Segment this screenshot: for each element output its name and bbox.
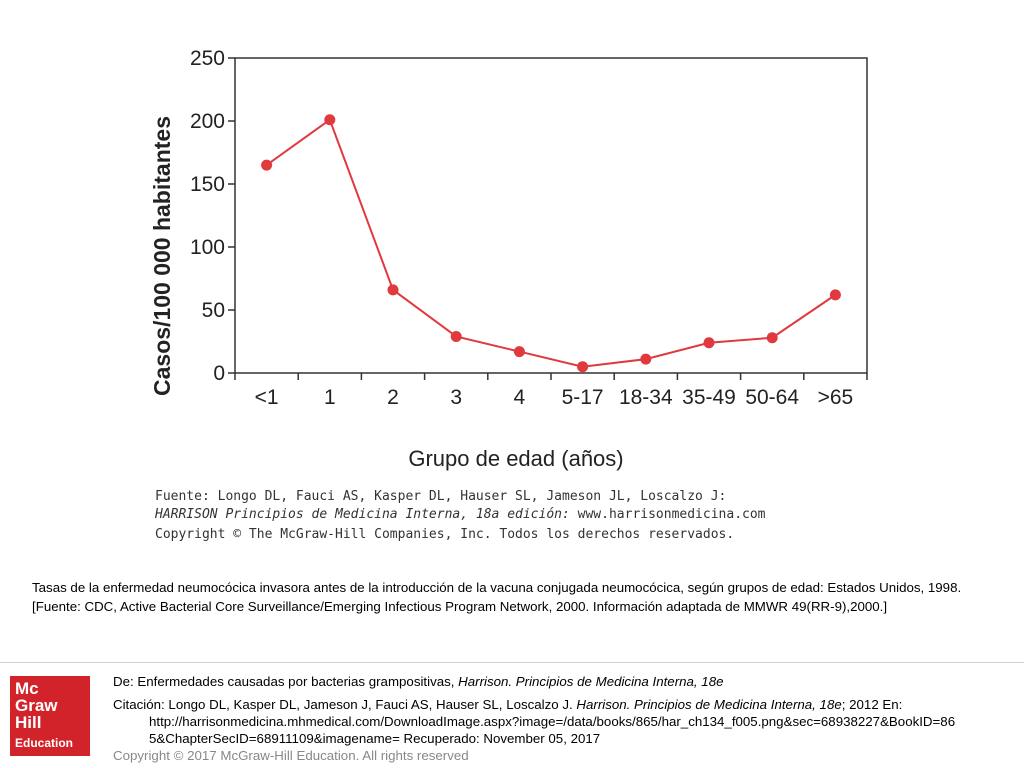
x-axis-title: Grupo de edad (años) bbox=[408, 446, 623, 471]
mcgraw-hill-logo: Mc Graw Hill Education bbox=[10, 676, 90, 756]
x-tick-label: 4 bbox=[514, 386, 526, 409]
plot-frame bbox=[234, 57, 868, 374]
source-line-1: Fuente: Longo DL, Fauci AS, Kasper DL, H… bbox=[155, 489, 727, 504]
data-point bbox=[577, 361, 589, 373]
from-prefix: De: Enfermedades causadas por bacterias … bbox=[113, 674, 459, 689]
citation-url-line-2: 5&ChapterSecID=68911109&imagename= Recup… bbox=[149, 731, 601, 746]
data-point bbox=[703, 337, 715, 349]
citation-prefix: Citación: Longo DL, Kasper DL, Jameson J… bbox=[113, 697, 570, 712]
citation-line: Citación: Longo DL, Kasper DL, Jameson J… bbox=[113, 696, 1018, 713]
x-tick-label: 50-64 bbox=[745, 386, 799, 409]
source-book-title: HARRISON Principios de Medicina Interna,… bbox=[155, 507, 570, 522]
x-tick-label: 3 bbox=[450, 386, 462, 409]
x-tick-label: 18-34 bbox=[619, 386, 673, 409]
logo-line-1: Mc bbox=[15, 679, 39, 698]
footer-divider bbox=[0, 662, 1024, 663]
x-tick-label: 35-49 bbox=[682, 386, 736, 409]
line-chart: 0 50 100 150 200 250 <1 1 2 3 4 5-17 18-34 35-49 50-6… bbox=[149, 47, 868, 471]
y-tick-label: 100 bbox=[190, 236, 225, 259]
logo-line-3: Hill bbox=[15, 713, 42, 732]
from-book: Harrison. Principios de Medicina Interna… bbox=[458, 674, 724, 689]
data-point bbox=[766, 332, 778, 344]
chart-figure: 0 50 100 150 200 250 <1 1 2 3 4 5-17 18-34 35-49 50-6… bbox=[148, 40, 872, 545]
citation-suffix: ; 2012 En: bbox=[841, 697, 903, 712]
x-tick-label: 1 bbox=[324, 386, 336, 409]
y-tick-label: 200 bbox=[190, 110, 225, 133]
citation-book: Harrison. Principios de Medicina Interna… bbox=[576, 697, 842, 712]
data-point bbox=[261, 159, 273, 171]
data-point bbox=[387, 284, 399, 296]
source-website: www.harrisonmedicina.com bbox=[569, 507, 766, 522]
y-tick-label: 0 bbox=[213, 362, 225, 385]
data-point bbox=[450, 330, 462, 342]
x-tick-label: 5-17 bbox=[562, 386, 604, 409]
data-point bbox=[829, 289, 841, 301]
source-line-3: Copyright © The McGraw-Hill Companies, I… bbox=[155, 527, 735, 542]
y-axis-title: Casos/100 000 habitantes bbox=[149, 116, 175, 396]
x-tick-label: <1 bbox=[255, 386, 279, 409]
source-line-2: HARRISON Principios de Medicina Interna,… bbox=[155, 506, 855, 524]
data-point bbox=[513, 346, 525, 358]
footer-copyright: Copyright © 2017 McGraw-Hill Education. … bbox=[113, 748, 469, 763]
y-tick-label: 50 bbox=[202, 299, 225, 322]
y-tick-label: 250 bbox=[190, 47, 225, 70]
from-line: De: Enfermedades causadas por bacterias … bbox=[113, 673, 1018, 690]
figure-caption: Tasas de la enfermedad neumocócica invas… bbox=[32, 580, 962, 614]
citation-footer: De: Enfermedades causadas por bacterias … bbox=[113, 673, 1018, 764]
data-point bbox=[324, 114, 336, 126]
logo-line-4: Education bbox=[15, 736, 74, 750]
citation-sep: . bbox=[569, 697, 577, 712]
x-tick-label: 2 bbox=[387, 386, 399, 409]
logo-line-2: Graw bbox=[15, 696, 58, 715]
citation-url-line-1[interactable]: http://harrisonmedicina.mhmedical.com/Do… bbox=[149, 714, 956, 729]
x-tick-label: >65 bbox=[818, 386, 854, 409]
series-line bbox=[266, 118, 836, 368]
data-point bbox=[640, 353, 652, 365]
y-tick-label: 150 bbox=[190, 173, 225, 196]
